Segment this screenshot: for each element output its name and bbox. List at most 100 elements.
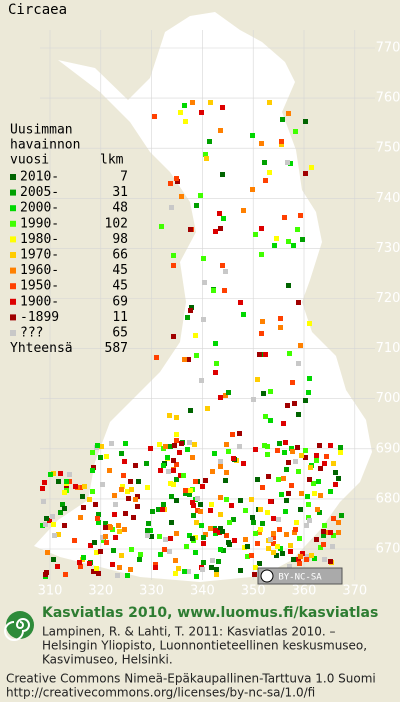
observation-square bbox=[232, 538, 237, 543]
observation-square bbox=[238, 300, 243, 305]
observation-square bbox=[336, 520, 341, 525]
observation-square bbox=[171, 458, 176, 463]
observation-square bbox=[260, 521, 265, 526]
observation-square bbox=[258, 527, 263, 532]
observation-square bbox=[90, 450, 95, 455]
observation-square bbox=[119, 451, 124, 456]
observation-square bbox=[322, 461, 327, 466]
license-line: http://creativecommons.org/licenses/by-n… bbox=[6, 686, 315, 700]
observation-square bbox=[45, 550, 50, 555]
observation-square bbox=[182, 103, 187, 108]
observation-square bbox=[111, 548, 116, 553]
easting-label: 350 bbox=[241, 584, 266, 599]
observation-square bbox=[331, 461, 336, 466]
observation-square bbox=[220, 172, 225, 177]
observation-square bbox=[321, 529, 326, 534]
observation-square bbox=[43, 572, 48, 577]
legend-label: 1960- bbox=[20, 263, 59, 278]
observation-square bbox=[318, 466, 323, 471]
observation-square bbox=[80, 494, 85, 499]
observation-square bbox=[148, 528, 153, 533]
legend-count: 102 bbox=[105, 216, 128, 231]
observation-square bbox=[174, 438, 179, 443]
legend-label: 2000- bbox=[20, 201, 59, 216]
easting-label: 310 bbox=[38, 584, 63, 599]
observation-square bbox=[171, 482, 176, 487]
observation-square bbox=[218, 547, 223, 552]
observation-square bbox=[201, 541, 206, 546]
observation-square bbox=[213, 370, 218, 375]
observation-square bbox=[253, 447, 258, 452]
observation-square bbox=[284, 467, 289, 472]
observation-square bbox=[158, 468, 163, 473]
observation-square bbox=[189, 305, 194, 310]
legend-count: 45 bbox=[112, 263, 128, 278]
observation-square bbox=[183, 119, 188, 124]
observation-square bbox=[195, 496, 200, 501]
observation-square bbox=[303, 455, 308, 460]
northing-label: 730 bbox=[376, 241, 400, 256]
observation-square bbox=[213, 229, 218, 234]
observation-square bbox=[213, 531, 218, 536]
observation-square bbox=[96, 520, 101, 525]
observation-square bbox=[309, 165, 314, 170]
observation-square bbox=[135, 504, 140, 509]
observation-square bbox=[184, 544, 189, 549]
observation-square bbox=[213, 341, 218, 346]
observation-square bbox=[166, 469, 171, 474]
observation-square bbox=[198, 509, 203, 514]
observation-square bbox=[82, 484, 87, 489]
observation-square bbox=[220, 529, 225, 534]
observation-square bbox=[187, 440, 192, 445]
observation-square bbox=[168, 181, 173, 186]
observation-square bbox=[221, 548, 226, 553]
observation-square bbox=[286, 491, 291, 496]
observation-square bbox=[305, 554, 310, 559]
observation-square bbox=[260, 319, 265, 324]
observation-square bbox=[257, 530, 262, 535]
observation-square bbox=[287, 351, 292, 356]
observation-square bbox=[287, 564, 292, 569]
observation-square bbox=[158, 552, 163, 557]
observation-square bbox=[305, 494, 310, 499]
species-title: Circaea bbox=[8, 2, 67, 18]
observation-square bbox=[90, 468, 95, 473]
observation-square bbox=[52, 533, 57, 538]
observation-square bbox=[303, 171, 308, 176]
observation-square bbox=[113, 535, 118, 540]
observation-square bbox=[250, 515, 255, 520]
observation-square bbox=[58, 471, 63, 476]
observation-square bbox=[290, 380, 295, 385]
northing-label: 760 bbox=[376, 91, 400, 106]
observation-square bbox=[182, 357, 187, 362]
observation-square bbox=[338, 445, 343, 450]
observation-square bbox=[226, 390, 231, 395]
observation-square bbox=[263, 178, 268, 183]
observation-square bbox=[238, 498, 243, 503]
observation-square bbox=[257, 352, 262, 357]
observation-square bbox=[241, 208, 246, 213]
observation-square bbox=[179, 441, 184, 446]
citation-line: Lampinen, R. & Lahti, T. 2011: Kasviatla… bbox=[42, 625, 336, 639]
observation-square bbox=[51, 557, 56, 562]
observation-square bbox=[182, 569, 187, 574]
observation-square bbox=[56, 532, 61, 537]
legend-total-label: Yhteensä bbox=[10, 341, 73, 356]
observation-square bbox=[258, 507, 263, 512]
observation-square bbox=[201, 560, 206, 565]
observation-square bbox=[63, 572, 68, 577]
observation-square bbox=[262, 160, 267, 165]
legend-count: 31 bbox=[112, 185, 128, 200]
northing-label: 700 bbox=[376, 391, 400, 406]
observation-square bbox=[103, 534, 108, 539]
observation-square bbox=[137, 557, 142, 562]
legend-swatch bbox=[10, 174, 16, 180]
observation-square bbox=[307, 321, 312, 326]
observation-square bbox=[81, 505, 86, 510]
legend-header: Uusimman bbox=[10, 123, 73, 138]
observation-square bbox=[295, 445, 300, 450]
observation-square bbox=[78, 515, 83, 520]
observation-square bbox=[67, 479, 72, 484]
observation-square bbox=[281, 421, 286, 426]
observation-square bbox=[263, 352, 268, 357]
